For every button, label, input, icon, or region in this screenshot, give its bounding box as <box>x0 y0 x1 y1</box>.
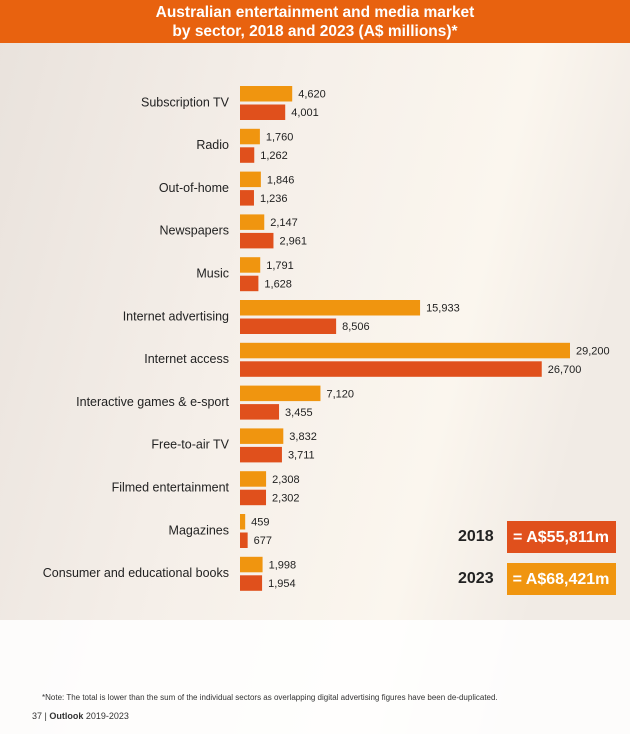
category-label: Interactive games & e-sport <box>76 395 229 409</box>
value-label: 3,711 <box>288 450 315 462</box>
bar <box>240 404 280 420</box>
value-label: 15,933 <box>426 303 460 315</box>
category-label: Subscription TV <box>141 95 230 109</box>
bar <box>240 190 254 206</box>
value-label: 2,302 <box>272 492 300 504</box>
bar <box>240 257 261 273</box>
total-label: = A$55,811m <box>513 529 609 546</box>
bar <box>240 532 248 548</box>
category-label: Newspapers <box>160 224 229 238</box>
value-label: 7,120 <box>326 388 354 400</box>
footer-page: 37 | <box>32 711 47 721</box>
value-label: 459 <box>251 517 269 529</box>
value-label: 1,628 <box>264 278 292 290</box>
legend-label: 2018 <box>458 528 494 545</box>
total-box <box>507 563 616 595</box>
bar <box>240 446 282 463</box>
chart-title: Australian entertainment and media marke… <box>156 4 475 21</box>
bar <box>240 428 284 444</box>
footer-background <box>0 620 630 734</box>
title-bar <box>0 0 630 43</box>
bar <box>240 86 293 102</box>
value-label: 1,846 <box>267 174 295 186</box>
bar <box>240 342 570 359</box>
bar <box>240 575 263 591</box>
bar <box>240 318 337 334</box>
footer: 37 | Outlook 2019-2023 <box>32 711 129 721</box>
legend-label: 2023 <box>458 570 494 587</box>
bar <box>240 471 267 487</box>
category-label: Free-to-air TV <box>151 438 229 452</box>
bar <box>240 385 321 402</box>
bar <box>240 361 542 377</box>
value-label: 8,506 <box>342 321 370 333</box>
footer-title: Outlook <box>49 711 84 721</box>
total-box <box>507 521 616 553</box>
bar <box>240 556 263 573</box>
category-label: Out-of-home <box>159 181 229 195</box>
value-label: 26,700 <box>548 364 582 376</box>
footer-years: 2019-2023 <box>86 711 129 721</box>
value-label: 29,200 <box>576 345 610 357</box>
bar <box>240 300 421 316</box>
value-label: 2,961 <box>279 236 307 248</box>
value-label: 1,998 <box>269 559 297 571</box>
bar <box>240 232 274 249</box>
value-label: 3,455 <box>285 407 313 419</box>
bar <box>240 214 265 230</box>
chart-title: by sector, 2018 and 2023 (A$ millions)* <box>172 23 458 40</box>
bar <box>240 275 259 292</box>
value-label: 1,236 <box>260 193 288 205</box>
bar <box>240 489 267 506</box>
value-label: 3,832 <box>289 431 317 443</box>
bar <box>240 104 286 120</box>
bar <box>240 147 255 163</box>
value-label: 4,620 <box>298 89 326 101</box>
value-label: 1,262 <box>260 150 288 162</box>
bar <box>240 171 261 188</box>
value-label: 1,954 <box>268 578 296 590</box>
category-label: Radio <box>196 138 229 152</box>
category-label: Internet access <box>144 352 229 366</box>
note: *Note: The total is lower than the sum o… <box>42 693 498 702</box>
value-label: 1,760 <box>266 131 294 143</box>
bar <box>240 514 246 530</box>
value-label: 4,001 <box>291 107 319 119</box>
value-label: 1,791 <box>266 260 294 272</box>
total-label: = A$68,421m <box>513 571 610 588</box>
category-label: Music <box>196 266 229 280</box>
value-label: 677 <box>254 535 272 547</box>
category-label: Consumer and educational books <box>43 566 229 580</box>
bar <box>240 128 260 145</box>
category-label: Filmed entertainment <box>112 480 230 494</box>
value-label: 2,147 <box>270 217 298 229</box>
value-label: 2,308 <box>272 474 300 486</box>
category-label: Magazines <box>169 523 229 537</box>
category-label: Internet advertising <box>123 309 229 323</box>
